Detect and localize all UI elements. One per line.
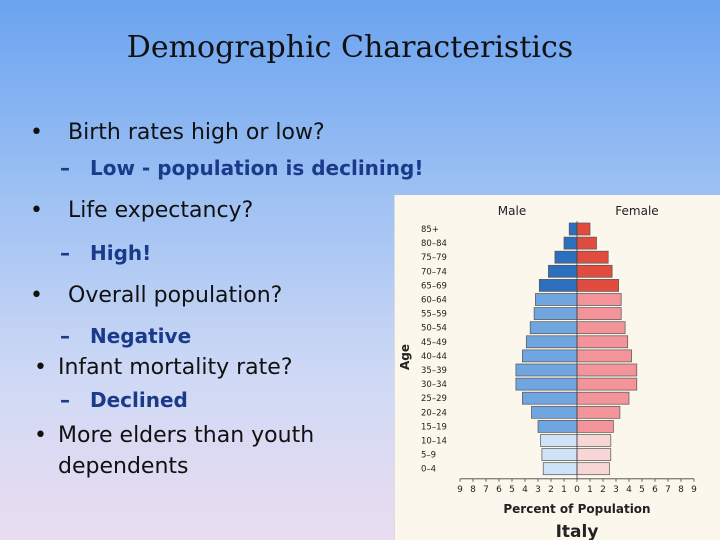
x-tick-label: 2	[548, 485, 554, 495]
bar-male	[554, 250, 578, 264]
x-tick-label: 4	[626, 485, 632, 495]
bullet-text: More elders than youth dependents	[58, 423, 315, 479]
age-label: 75–79	[421, 253, 447, 263]
age-label: 30–34	[421, 380, 447, 390]
bar-male	[568, 222, 578, 236]
bar-female	[576, 377, 638, 391]
age-label: 50–54	[421, 324, 447, 334]
bar-female	[576, 363, 638, 377]
age-label: 60–64	[421, 296, 447, 306]
bullet-text: Infant mortality rate?	[58, 355, 293, 380]
bar-female	[576, 236, 597, 250]
bar-male	[548, 264, 578, 278]
x-tick-label: 9	[457, 485, 463, 495]
bar-male	[537, 420, 578, 433]
bar-male	[522, 391, 578, 405]
bullet-text: Birth rates high or low?	[68, 120, 325, 145]
bar-female	[576, 335, 629, 349]
x-tick-label: 8	[470, 485, 476, 495]
bar-male	[531, 405, 578, 419]
bar-male	[541, 448, 578, 461]
sub-life-expectancy: – High!	[60, 241, 152, 265]
bullet-elders: • More elders than youth dependents	[34, 420, 364, 482]
bullet-text: Overall population?	[68, 283, 283, 308]
x-tick-label: 3	[613, 485, 619, 495]
bar-male	[535, 293, 578, 306]
x-tick-label: 8	[678, 485, 684, 495]
age-label: 25–29	[421, 394, 447, 404]
bar-female	[576, 391, 630, 405]
x-tick-label: 5	[509, 485, 515, 495]
x-tick-label: 7	[665, 485, 671, 495]
age-label: 20–24	[421, 408, 447, 418]
bullet-birth-rates: • Birth rates high or low?	[30, 120, 325, 145]
age-label: 70–74	[421, 267, 447, 277]
bar-male	[538, 279, 578, 292]
bar-male	[515, 363, 578, 377]
age-label: 55–59	[421, 310, 447, 320]
x-axis-label: Percent of Population	[503, 502, 650, 516]
bar-female	[576, 420, 614, 433]
x-tick-label: 1	[561, 485, 567, 495]
bar-male	[563, 236, 578, 250]
bar-female	[576, 349, 632, 363]
sub-text: High!	[90, 241, 152, 265]
x-tick-label: 1	[587, 485, 593, 495]
bar-male	[515, 377, 578, 391]
bar-male	[525, 335, 578, 349]
age-label: 85+	[421, 225, 439, 235]
age-label: 35–39	[421, 366, 447, 376]
x-tick-label: 9	[691, 485, 697, 495]
sub-text: Low - population is declining!	[90, 156, 424, 180]
bar-female	[576, 250, 609, 264]
sub-text: Declined	[90, 388, 188, 412]
bar-male	[529, 321, 578, 335]
bar-male	[542, 462, 578, 476]
legend-female: Female	[615, 204, 658, 218]
x-tick-label: 6	[496, 485, 502, 495]
bar-female	[576, 434, 612, 447]
bar-female	[576, 279, 619, 292]
chart-title: Italy	[556, 522, 599, 540]
bullet-life-expectancy: • Life expectancy?	[30, 198, 254, 223]
age-label: 45–49	[421, 338, 447, 348]
sub-text: Negative	[90, 324, 192, 348]
sub-overall-population: – Negative	[60, 324, 192, 348]
population-pyramid: Male Female Age Percent of Population It…	[394, 195, 720, 540]
age-label: 40–44	[421, 352, 447, 362]
bar-female	[576, 264, 613, 278]
bar-male	[522, 349, 578, 363]
bar-male	[533, 307, 578, 320]
bar-male	[540, 434, 578, 447]
x-tick-label: 3	[535, 485, 541, 495]
bar-female	[576, 462, 610, 476]
sub-infant-mortality: – Declined	[60, 388, 188, 412]
age-label: 5–9	[421, 451, 436, 461]
bar-female	[576, 405, 621, 419]
age-label: 10–14	[421, 437, 447, 447]
pyramid-svg: Male Female Age Percent of Population It…	[398, 204, 697, 540]
bullet-text: Life expectancy?	[68, 198, 254, 223]
bar-female	[576, 448, 612, 461]
x-tick-label: 2	[600, 485, 606, 495]
sub-birth-rates: – Low - population is declining!	[60, 156, 424, 180]
bullet-infant-mortality: • Infant mortality rate?	[34, 355, 293, 380]
legend-male: Male	[498, 204, 526, 218]
bar-female	[576, 321, 626, 335]
x-tick-label: 0	[574, 485, 580, 495]
age-label: 0–4	[421, 465, 436, 475]
bar-female	[576, 307, 622, 320]
x-tick-label: 5	[639, 485, 645, 495]
y-axis-label: Age	[398, 344, 412, 370]
age-label: 80–84	[421, 239, 447, 249]
slide-title: Demographic Characteristics	[126, 30, 574, 65]
age-label: 65–69	[421, 281, 447, 291]
bullet-overall-population: • Overall population?	[30, 283, 283, 308]
x-tick-label: 7	[483, 485, 489, 495]
bar-female	[576, 222, 591, 236]
x-tick-label: 6	[652, 485, 658, 495]
x-tick-label: 4	[522, 485, 528, 495]
age-label: 15–19	[421, 422, 447, 432]
bar-female	[576, 293, 622, 306]
